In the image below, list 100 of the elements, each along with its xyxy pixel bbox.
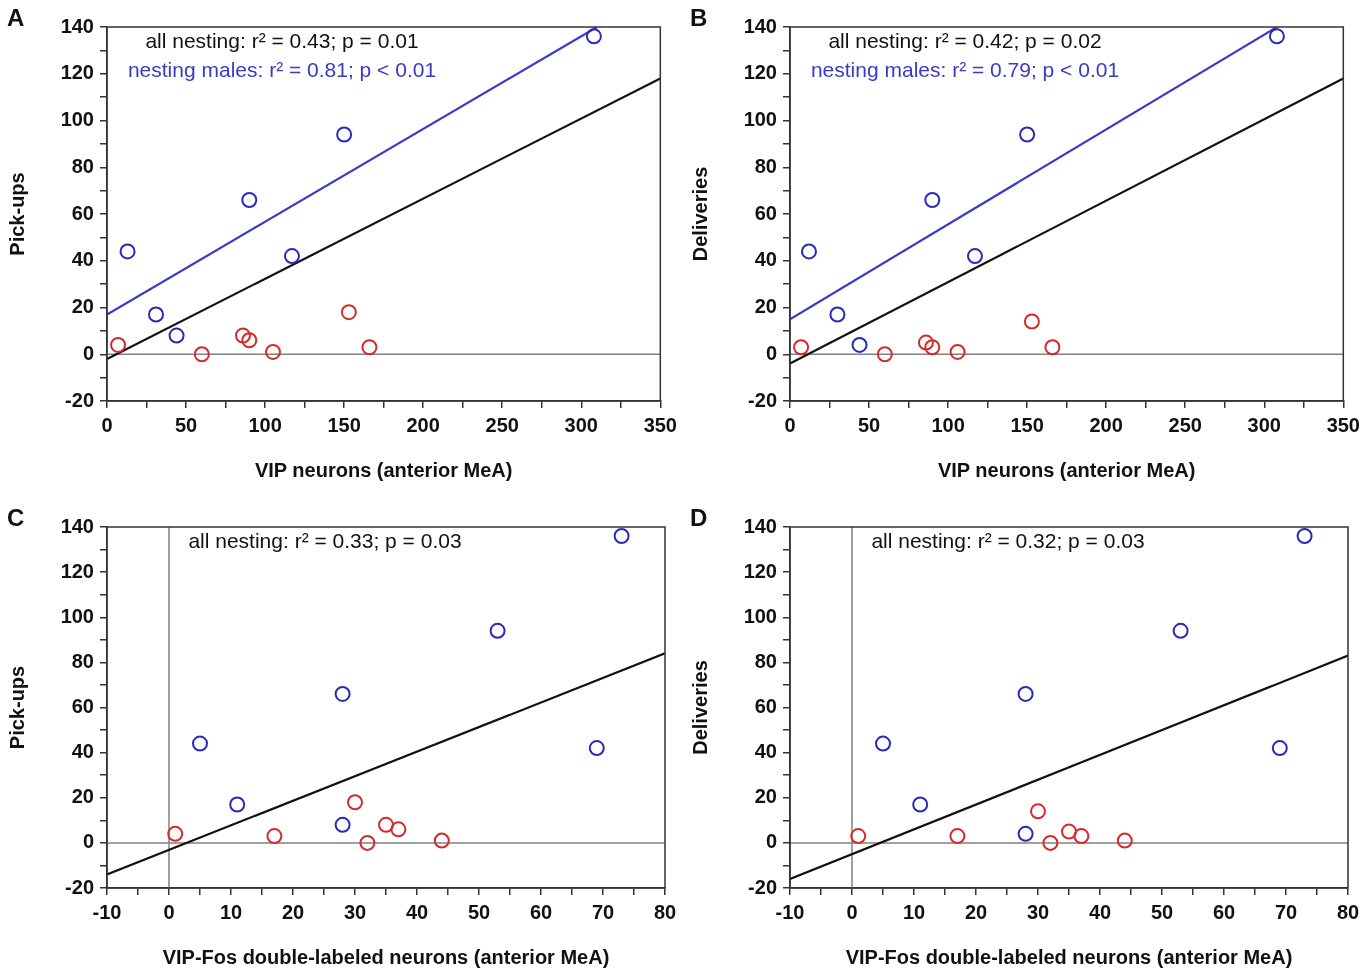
point <box>168 327 185 344</box>
y-tick-label: -20 <box>748 875 777 898</box>
x-tick-label: 10 <box>902 900 926 923</box>
x-tick-label: 20 <box>964 900 988 923</box>
y-tick-label: 140 <box>60 514 94 537</box>
point <box>1271 740 1288 757</box>
x-tick-label: 40 <box>405 900 429 923</box>
x-tick-label: 100 <box>931 413 965 436</box>
point <box>800 243 817 260</box>
annotation: nesting males: r² = 0.81; p < 0.01 <box>127 57 437 81</box>
x-tick-label: -10 <box>775 900 805 923</box>
point <box>1061 823 1077 840</box>
x-tick-label: 50 <box>857 413 881 436</box>
y-tick-label: 140 <box>743 514 777 537</box>
x-tick-label: 200 <box>406 413 440 436</box>
point <box>793 339 810 356</box>
chart-title: D <box>690 503 708 531</box>
point <box>110 336 127 353</box>
point <box>193 346 210 363</box>
point <box>1044 339 1061 356</box>
y-tick-label: 0 <box>765 830 777 853</box>
y-axis-title: Deliveries <box>688 166 711 262</box>
point <box>390 821 407 838</box>
point <box>912 796 929 813</box>
annotation: all nesting: r² = 0.43; p = 0.01 <box>145 28 419 52</box>
point <box>588 740 605 757</box>
y-tick-label: 140 <box>743 14 777 37</box>
point <box>1042 834 1059 851</box>
point <box>359 834 376 851</box>
x-tick-label: 100 <box>248 413 282 436</box>
chart-title: B <box>690 3 708 31</box>
x-tick-label: 70 <box>1274 900 1298 923</box>
point <box>361 339 378 356</box>
y-tick-label: 120 <box>60 61 94 84</box>
point <box>585 28 602 45</box>
x-tick-label: 10 <box>219 900 243 923</box>
point <box>1019 126 1036 143</box>
y-tick-label: 120 <box>743 61 777 84</box>
point <box>1017 685 1034 702</box>
point <box>917 334 934 351</box>
y-tick-label: 140 <box>60 14 94 37</box>
point <box>966 248 983 265</box>
point <box>1030 803 1046 820</box>
y-tick-label: 20 <box>754 295 777 318</box>
point <box>1116 832 1133 849</box>
x-tick-label: 70 <box>591 900 615 923</box>
point <box>613 528 630 545</box>
y-tick-label: 0 <box>82 341 94 364</box>
x-tick-label: 350 <box>643 413 677 436</box>
x-tick-label: 30 <box>1026 900 1050 923</box>
x-tick-label: -10 <box>92 900 122 923</box>
x-axis-title: VIP neurons (anterior MeA) <box>937 458 1196 481</box>
x-axis-title: VIP-Fos double-labeled neurons (anterior MeA) <box>162 945 610 968</box>
y-tick-label: -20 <box>65 388 94 411</box>
y-tick-label: 100 <box>60 604 94 627</box>
point <box>266 828 283 845</box>
x-tick-label: 50 <box>467 900 491 923</box>
y-tick-label: 40 <box>71 740 94 763</box>
point <box>241 191 258 208</box>
chart-title: C <box>7 503 25 531</box>
point <box>148 306 165 323</box>
y-tick-label: 60 <box>71 201 94 224</box>
chart-title: A <box>7 3 25 31</box>
point <box>949 828 966 845</box>
point <box>1172 622 1189 639</box>
point <box>119 243 136 260</box>
x-tick-label: 60 <box>529 900 553 923</box>
point <box>1296 528 1313 545</box>
point <box>949 343 966 360</box>
y-tick-label: 100 <box>60 108 94 131</box>
x-tick-label: 80 <box>1336 900 1360 923</box>
y-tick-label: -20 <box>65 875 94 898</box>
point <box>433 832 450 849</box>
x-tick-label: 30 <box>343 900 367 923</box>
point <box>1073 828 1090 845</box>
point <box>334 685 351 702</box>
y-tick-label: 120 <box>743 559 777 582</box>
x-tick-label: 200 <box>1089 413 1123 436</box>
y-axis-title: Pick-ups <box>5 665 28 750</box>
x-tick-label: 40 <box>1088 900 1112 923</box>
y-tick-label: 40 <box>71 248 94 271</box>
point <box>875 735 891 752</box>
point <box>1023 313 1040 330</box>
point <box>283 248 300 265</box>
x-tick-label: 0 <box>101 413 113 436</box>
x-tick-label: 250 <box>1168 413 1202 436</box>
x-tick-label: 150 <box>327 413 361 436</box>
y-tick-label: 60 <box>71 695 94 718</box>
point <box>347 794 363 811</box>
point <box>334 816 351 833</box>
point <box>167 825 184 842</box>
annotation: nesting males: r² = 0.79; p < 0.01 <box>810 57 1120 81</box>
x-tick-label: 350 <box>1326 413 1360 436</box>
y-tick-label: 80 <box>71 649 94 672</box>
y-tick-label: 80 <box>754 154 777 177</box>
y-tick-label: 80 <box>754 649 777 672</box>
x-tick-label: 50 <box>1150 900 1174 923</box>
point <box>234 327 251 344</box>
y-tick-label: 0 <box>82 830 94 853</box>
y-tick-label: 40 <box>754 248 777 271</box>
